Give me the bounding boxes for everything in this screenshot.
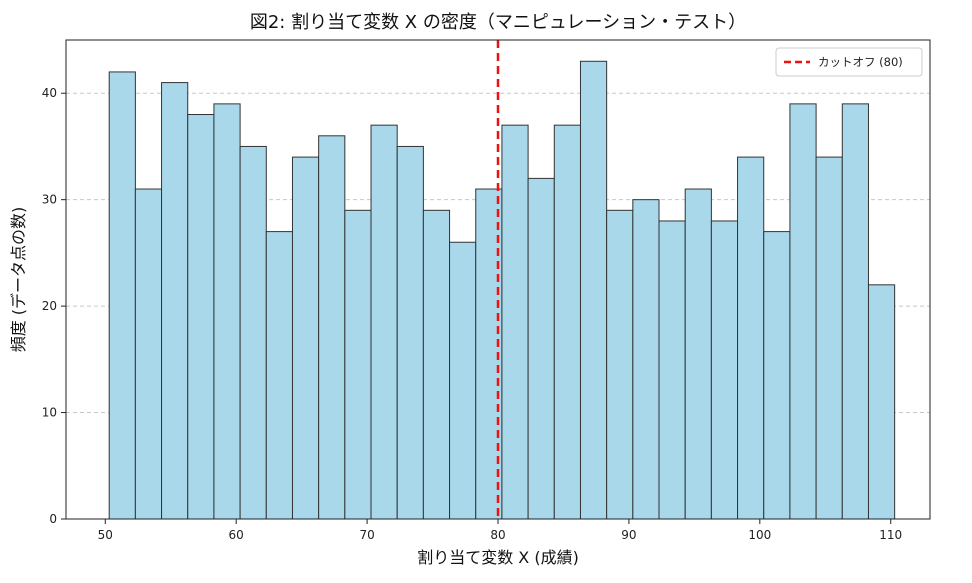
histogram-bar-2 [134,188,163,520]
histogram-bar-13 [422,209,451,520]
y-tick-label-0: 0 [49,512,57,526]
histogram-bar-29 [841,103,869,520]
histogram-bar-20 [606,209,634,520]
histogram-bar-30 [867,284,896,520]
legend-cutoff-label: カットオフ (80) [818,55,903,69]
histogram-bar-10 [344,209,372,520]
histogram-bar-16 [501,124,529,520]
y-axis-ticks: 0 10 20 30 40 [42,86,66,526]
histogram-bar-12 [396,145,424,520]
histogram-bar-28 [815,156,843,520]
y-tick-label-20: 20 [42,299,57,313]
histogram-bar-17 [527,177,555,520]
histogram-bar-8 [291,156,320,520]
histogram-bar-19 [579,60,608,520]
x-axis-ticks: 50 60 70 80 90 100 110 [98,519,902,542]
legend-box [775,47,923,77]
histogram-bar-18 [553,124,581,520]
histogram-bars [108,60,896,520]
x-tick-label-80: 80 [490,528,505,542]
x-axis-label: 割り当て変数 X (成績) [417,548,579,567]
histogram-bar-1 [108,71,136,520]
y-tick-label-40: 40 [42,86,57,100]
histogram-bar-27 [789,103,817,520]
legend: カットオフ (80) [775,47,923,77]
histogram-bar-5 [213,103,241,520]
histogram-bar-24 [710,220,739,520]
histogram-bar-4 [187,114,215,520]
histogram-bar-6 [239,145,267,520]
x-tick-label-60: 60 [229,528,244,542]
histogram-bar-21 [632,199,660,520]
y-axis-label: 頻度 (データ点の数) [9,207,28,353]
x-tick-label-100: 100 [748,528,771,542]
x-tick-label-90: 90 [621,528,636,542]
histogram-bar-14 [449,241,477,520]
histogram-bar-11 [370,124,398,520]
histogram-bar-7 [265,231,293,520]
x-tick-label-50: 50 [98,528,113,542]
histogram-bar-3 [161,82,189,520]
chart-title: 図2: 割り当て変数 X の密度（マニピュレーション・テスト） [250,12,746,33]
histogram-bar-22 [658,220,686,520]
x-tick-label-110: 110 [879,528,902,542]
histogram-bar-9 [318,135,346,520]
y-tick-label-30: 30 [42,193,57,207]
histogram-bar-25 [737,156,765,520]
histogram-bar-26 [763,231,791,520]
histogram-bar-23 [684,188,712,520]
x-tick-label-70: 70 [359,528,374,542]
y-tick-label-10: 10 [42,406,57,420]
